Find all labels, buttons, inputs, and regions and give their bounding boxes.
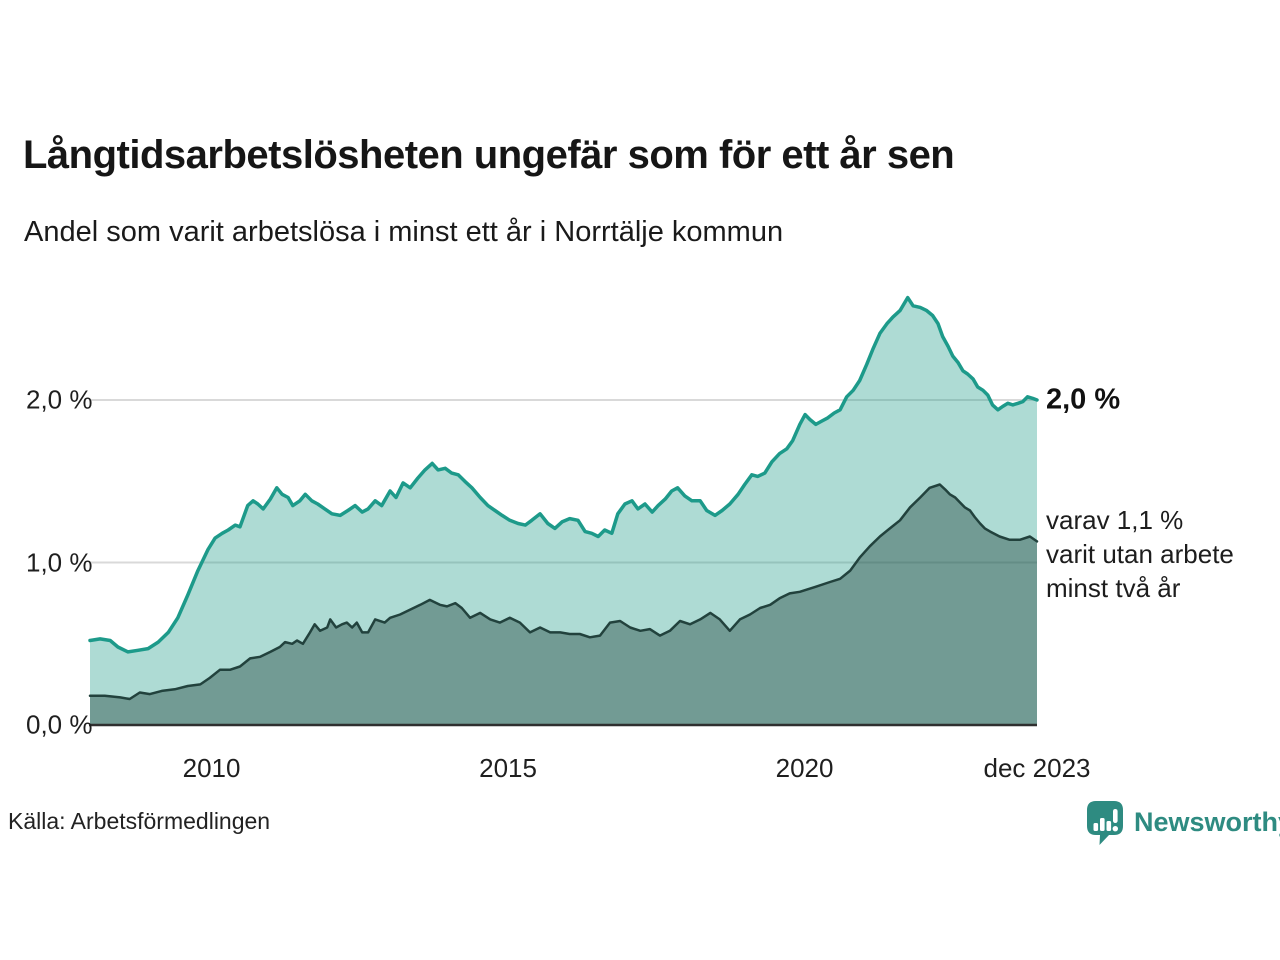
area-fill: [90, 297, 1037, 725]
x-tick-label: 2020: [775, 753, 834, 783]
y-tick-label: 1,0 %: [26, 547, 93, 577]
chart-subtitle: Andel som varit arbetslösa i minst ett å…: [24, 216, 784, 248]
end-value-label: 2,0 %: [1046, 383, 1121, 416]
brand-logo: Newsworthy: [1085, 799, 1280, 846]
x-tick-label: dec 2023: [983, 753, 1091, 783]
series-line: [88, 483, 1039, 701]
brand-name: Newsworthy: [1134, 807, 1280, 837]
secondary-annotation: varav 1,1 % varit utan arbete minst två …: [1046, 505, 1234, 603]
y-tick-label: 2,0 %: [26, 384, 93, 415]
newsworthy-bubble-barchart-icon: [1087, 801, 1123, 845]
x-tick-label: 2015: [479, 753, 537, 783]
source-caption: Källa: Arbetsförmedlingen: [8, 808, 271, 834]
x-tick-label: 2010: [182, 753, 241, 783]
series-line: [88, 295, 1039, 654]
area-fill: [90, 484, 1037, 725]
chart-title: Långtidsarbetslösheten ungefär som för e…: [23, 133, 955, 177]
y-tick-label: 0,0 %: [26, 709, 93, 740]
